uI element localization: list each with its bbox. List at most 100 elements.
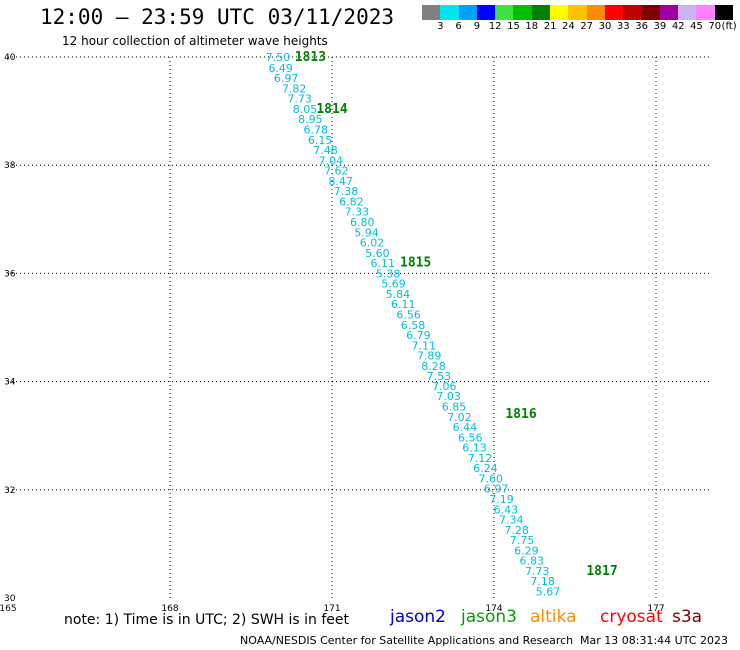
y-tick-label: 34: [4, 378, 16, 388]
legend-swatch: [458, 5, 477, 20]
swh-data-label: 6.15: [308, 134, 333, 147]
satellite-cryosat-label: cryosat: [600, 607, 663, 627]
swh-data-label: 6.97: [484, 483, 509, 496]
legend-unit-label: (ft): [721, 21, 737, 32]
legend-tick-label: 33: [616, 21, 630, 32]
color-scale-labels: 3 6 9 12 15 18 21 24 27 30 33 36 39 42 45 70 (ft): [422, 21, 740, 35]
legend-swatch: [604, 5, 624, 20]
time-label: 1817: [586, 564, 617, 579]
chart-title: 12:00 – 23:59 UTC 03/11/2023: [40, 5, 395, 29]
satellite-jason3-label: jason3: [461, 607, 517, 627]
swh-data-label: 7.19: [489, 493, 514, 506]
swh-data-label: 7.18: [530, 575, 555, 588]
swh-data-label: 6.13: [462, 442, 487, 455]
legend-swatch: [586, 5, 605, 20]
legend-tick-label: 70: [708, 21, 722, 32]
legend-swatch: [714, 5, 734, 20]
color-scale-legend: [422, 5, 734, 20]
legend-swatch: [476, 5, 496, 20]
legend-swatch: [568, 5, 587, 20]
swh-data-label: 7.34: [499, 514, 524, 527]
legend-swatch: [422, 5, 441, 20]
swh-data-label: 7.38: [334, 185, 359, 198]
legend-tick-label: 30: [598, 21, 612, 32]
swh-data-label: 6.58: [401, 319, 426, 332]
time-label: 1816: [505, 407, 536, 422]
swh-data-label: 6.43: [494, 503, 519, 516]
swh-data-label: 7.73: [525, 565, 550, 578]
legend-tick-label: 36: [635, 21, 648, 32]
swh-data-label: 5.38: [376, 267, 401, 280]
swh-data-label: 6.85: [442, 400, 467, 413]
legend-tick-label: 15: [507, 21, 520, 32]
swh-data-label: 6.11: [371, 257, 396, 270]
legend-swatch: [531, 5, 551, 20]
swh-data-label: 8.28: [421, 360, 446, 373]
legend-swatch: [641, 5, 660, 20]
swh-data-label: 7.06: [432, 380, 457, 393]
swh-data-label: 8.05: [293, 103, 318, 116]
time-label: 1814: [316, 102, 347, 117]
x-tick-label: 171: [323, 604, 340, 614]
swh-data-label: 7.73: [287, 93, 312, 106]
time-label: 1815: [400, 256, 431, 271]
legend-swatch: [513, 5, 532, 20]
legend-swatch: [623, 5, 642, 20]
time-label: 1813: [295, 50, 326, 65]
legend-tick-label: 3: [437, 21, 444, 32]
swh-data-label: 6.82: [339, 195, 364, 208]
swh-data-label: 5.60: [365, 247, 390, 260]
legend-tick-label: 39: [653, 21, 667, 32]
legend-swatch: [678, 5, 697, 20]
legend-swatch: [659, 5, 679, 20]
legend-tick-label: 21: [543, 21, 557, 32]
swh-data-label: 6.49: [268, 62, 293, 75]
swh-data-label: 7.75: [510, 534, 535, 547]
legend-tick-label: 9: [473, 21, 481, 32]
legend-tick-label: 6: [455, 21, 462, 32]
swh-data-label: 6.80: [350, 216, 375, 229]
swh-data-label: 6.56: [458, 431, 483, 444]
swh-data-label: 7.28: [504, 524, 529, 537]
swh-data-label: 7.89: [417, 350, 442, 363]
footer-credit: NOAA/NESDIS Center for Satellite Applica…: [240, 634, 574, 647]
swh-data-label: 7.11: [412, 339, 437, 352]
swh-data-label: 5.69: [381, 278, 406, 291]
swh-data-label: 6.78: [304, 123, 329, 136]
note-text: note: 1) Time is in UTC; 2) SWH is in fe…: [64, 612, 350, 628]
legend-swatch: [495, 5, 514, 20]
swh-data-label: 7.12: [468, 452, 493, 465]
footer-timestamp: Mar 13 08:31:44 UTC 2023: [580, 634, 728, 647]
swh-data-label: 7.50: [266, 51, 291, 64]
swh-data-label: 6.02: [360, 237, 385, 250]
swh-data-label: 6.29: [514, 544, 539, 557]
legend-tick-label: 12: [488, 21, 502, 32]
y-tick-label: 36: [4, 269, 16, 279]
swh-data-label: 6.79: [406, 329, 431, 342]
x-tick-label: 168: [161, 604, 178, 614]
swh-data-label: 7.48: [313, 144, 338, 157]
swh-data-label: 6.11: [391, 298, 416, 311]
y-tick-label: 40: [4, 53, 16, 63]
x-tick-label: 177: [647, 604, 664, 614]
swh-data-label: 6.24: [473, 462, 498, 475]
legend-swatch: [696, 5, 715, 20]
legend-tick-label: 24: [562, 21, 575, 32]
legend-tick-label: 18: [525, 21, 539, 32]
swh-data-label: 5.67: [536, 586, 561, 599]
swh-data-label: 6.97: [274, 72, 299, 85]
legend-swatch: [550, 5, 569, 20]
swh-data-label: 8.95: [298, 113, 323, 126]
swh-data-label: 7.33: [345, 206, 370, 219]
y-tick-label: 38: [4, 161, 16, 171]
swh-data-label: 7.02: [447, 411, 472, 424]
satellite-s3a-label: s3a: [672, 607, 703, 627]
x-tick-label: 165: [0, 604, 17, 614]
legend-tick-label: 27: [580, 21, 594, 32]
legend-tick-label: 42: [671, 21, 685, 32]
satellite-jason2-label: jason2: [390, 607, 446, 627]
swh-data-label: 6.83: [520, 555, 545, 568]
x-tick-label: 174: [485, 604, 502, 614]
swh-data-label: 8.47: [328, 175, 353, 188]
